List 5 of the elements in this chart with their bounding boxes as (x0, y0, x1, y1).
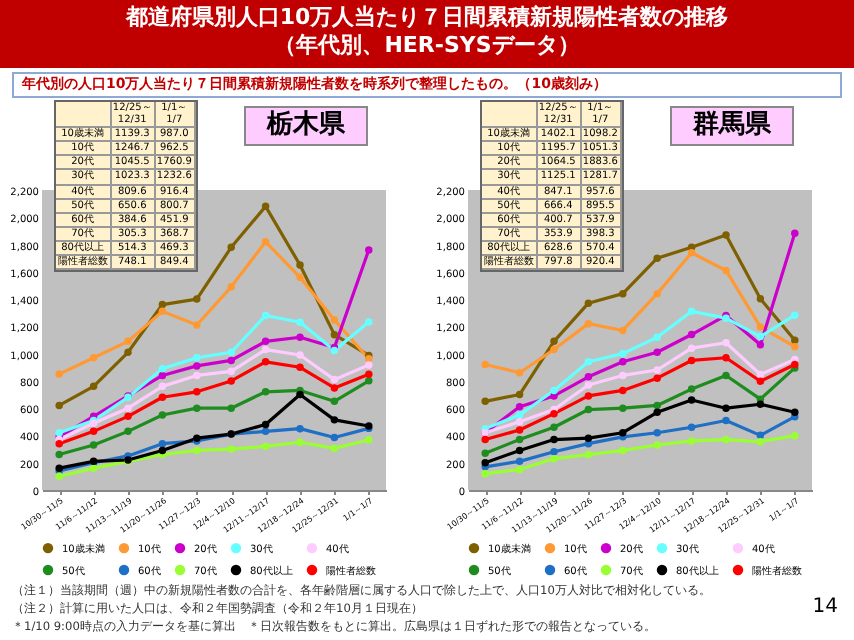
text: 都道府県別人口10万人当たり７日間累積新規陽性者数の推移 (123, 4, 731, 32)
chart-title: 栃木県 (244, 106, 368, 146)
chart-title: 群馬県 (670, 106, 794, 146)
text: （年代別、HER-SYSデータ） (272, 32, 582, 60)
text: 14 (812, 596, 838, 618)
